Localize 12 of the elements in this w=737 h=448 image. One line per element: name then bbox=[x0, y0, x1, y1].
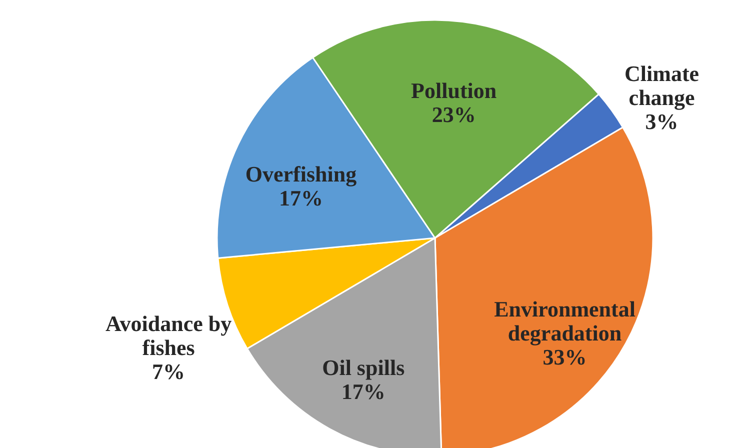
data-label: 33% bbox=[542, 344, 587, 370]
data-label: 3% bbox=[645, 108, 678, 134]
slice-label: Environmental degradation bbox=[494, 296, 636, 346]
data-label: 23% bbox=[432, 102, 476, 127]
data-label: 17% bbox=[278, 186, 323, 211]
slice-label: Overfishing bbox=[245, 162, 357, 187]
data-label: 17% bbox=[341, 378, 386, 404]
slice-label: Avoidance by fishes bbox=[106, 311, 232, 360]
slice-label: Oil spills bbox=[322, 354, 406, 380]
data-label: 7% bbox=[152, 359, 186, 384]
slice-label: Climate change bbox=[624, 60, 700, 110]
slice-label: Pollution bbox=[411, 78, 497, 103]
